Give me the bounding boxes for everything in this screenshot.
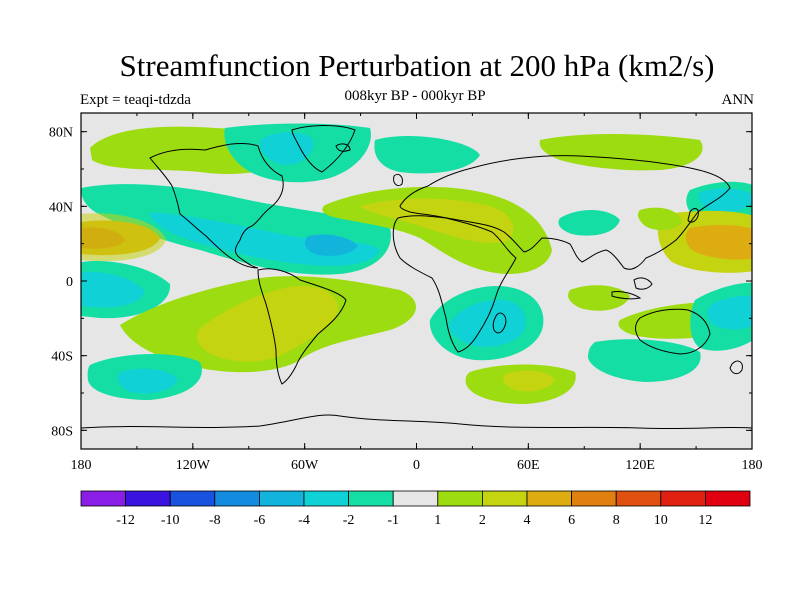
contour-spac-cyan — [117, 368, 178, 394]
colorbar-swatch — [258, 490, 305, 507]
contour-safr-cyan — [449, 299, 526, 347]
coast-iceland — [335, 143, 351, 152]
x-tick-label: 180 — [742, 458, 763, 473]
colorbar: -12 -10 -8 -6 -4 -2 -1 1 2 4 6 8 10 12 — [80, 490, 751, 528]
x-tick-label: 120W — [176, 458, 211, 473]
colorbar-label: 1 — [434, 513, 441, 528]
colorbar-label: -12 — [116, 513, 135, 528]
y-axis: 80N 40N 0 40S 80S — [49, 126, 752, 439]
colorbar-swatch — [392, 490, 439, 507]
colorbar-label: 6 — [568, 513, 575, 528]
contour-cpac-yellow-halo — [81, 213, 166, 262]
chart-title: Streamfunction Perturbation at 200 hPa (… — [119, 48, 715, 83]
y-tick-label: 0 — [66, 275, 73, 290]
colorbar-label: -10 — [161, 513, 180, 528]
y-tick-label: 40N — [49, 200, 73, 215]
coast-africa — [392, 215, 517, 353]
contour-so-teal — [588, 339, 701, 382]
coast-britain — [393, 173, 403, 187]
x-tick-label: 120E — [625, 458, 655, 473]
colorbar-swatch — [705, 490, 751, 507]
colorbar-swatch — [80, 490, 126, 507]
coast-borneo — [633, 277, 653, 290]
y-tick-label: 40S — [51, 350, 73, 365]
coast-north-america — [149, 143, 284, 269]
coast-antarctica — [81, 414, 752, 430]
colorbar-swatch — [348, 490, 394, 507]
colorbar-swatch — [437, 490, 483, 507]
colorbar-swatch — [125, 490, 171, 507]
contour-nafr-yellow — [360, 198, 514, 243]
colorbar-label: -8 — [209, 513, 221, 528]
contour-nh-cyan-greenland — [259, 132, 314, 165]
colorbar-label: -6 — [254, 513, 266, 528]
colorbar-label: -1 — [387, 513, 399, 528]
coast-new-zealand — [729, 360, 743, 375]
coast-eurasia — [399, 155, 731, 270]
contour-npac-cyan — [698, 188, 752, 213]
colorbar-swatch — [303, 490, 349, 507]
x-axis: 180 120W 60W 0 60E 120E 180 — [71, 113, 763, 473]
period-label: 008kyr BP - 000kyr BP — [344, 88, 486, 104]
colorbar-swatch — [660, 490, 706, 507]
coast-australia — [635, 308, 711, 355]
colorbar-label: 10 — [654, 513, 668, 528]
y-tick-label: 80N — [49, 126, 73, 141]
x-tick-label: 60E — [517, 458, 540, 473]
x-tick-label: 180 — [71, 458, 92, 473]
contour-sio-yellow — [503, 370, 555, 392]
contour-wpac-green — [637, 207, 682, 231]
contour-epac-cyan — [81, 271, 145, 308]
coast-japan — [687, 208, 699, 223]
contour-fields — [81, 123, 752, 404]
experiment-label: Expt = teaqi-tdzda — [80, 92, 191, 108]
contour-sam-yellow — [196, 286, 339, 362]
colorbar-swatch — [615, 490, 662, 507]
contour-wpac-orange — [685, 225, 752, 260]
colorbar-swatch — [526, 490, 572, 507]
contour-nh-green-asia — [539, 134, 703, 171]
season-label: ANN — [721, 92, 755, 108]
colorbar-swatch — [481, 490, 528, 507]
contour-atl-blue-core — [304, 234, 358, 256]
coastlines — [81, 125, 752, 430]
colorbar-label: 4 — [524, 513, 531, 528]
coast-south-america — [257, 268, 347, 385]
coast-greenland — [291, 125, 356, 173]
contour-nh-teal-europe — [374, 135, 480, 174]
contour-swpac-cyan — [707, 295, 752, 330]
coast-java — [611, 291, 642, 300]
colorbar-label: -4 — [298, 513, 310, 528]
colorbar-swatch — [214, 490, 260, 507]
y-tick-label: 80S — [51, 424, 73, 439]
coast-madagascar — [492, 312, 507, 334]
colorbar-swatch — [571, 490, 617, 507]
contour-china-teal — [558, 209, 620, 236]
x-tick-label: 0 — [413, 458, 420, 473]
x-tick-label: 60W — [291, 458, 319, 473]
colorbar-label: 12 — [698, 513, 712, 528]
colorbar-label: 2 — [479, 513, 486, 528]
colorbar-label: -2 — [343, 513, 355, 528]
colorbar-label: 8 — [613, 513, 620, 528]
colorbar-swatch — [169, 490, 216, 507]
